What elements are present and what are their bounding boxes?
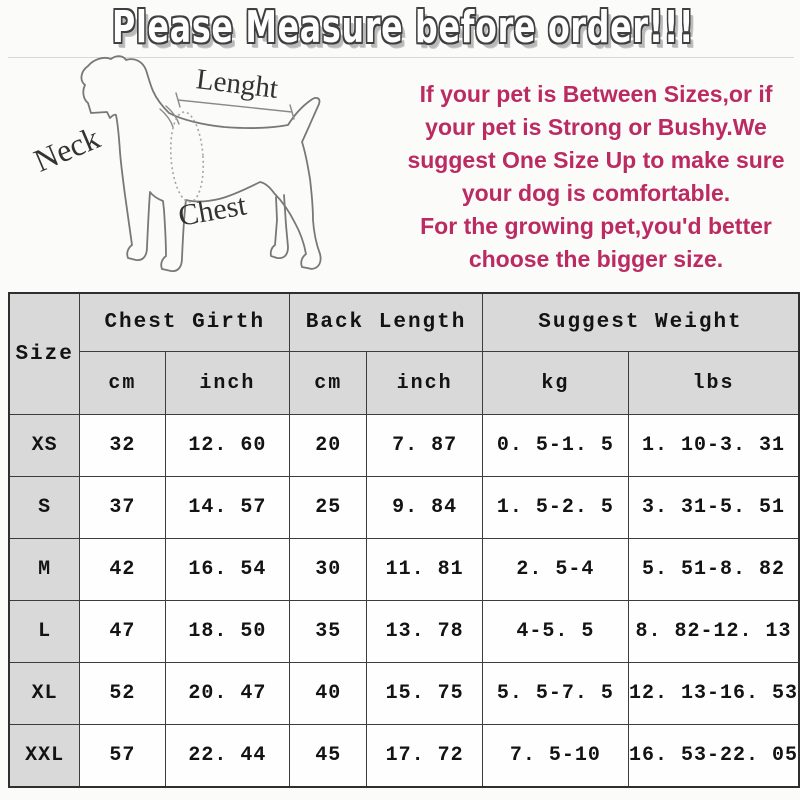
unit-header-weight-kg: kg: [481, 351, 629, 415]
value-cell: 4-5. 5: [481, 600, 629, 663]
dog-outline: [80, 55, 322, 272]
size-chart-table: Size Chest Girth Back Length Suggest Wei…: [8, 292, 800, 788]
table-row: XS 32 12. 60 20 7. 87 0. 5-1. 5 1. 10-3.…: [8, 414, 800, 477]
value-cell: 32: [79, 414, 166, 477]
dog-collar-inner: [165, 105, 180, 125]
unit-header-chest-inch: inch: [164, 351, 291, 415]
value-cell: 16. 53-22. 05: [627, 724, 800, 787]
dog-collar: [159, 108, 174, 128]
value-cell: 40: [289, 662, 368, 725]
value-cell: 5. 5-7. 5: [481, 662, 629, 725]
note-line: your pet is Strong or Bushy.We: [425, 114, 767, 140]
value-cell: 52: [79, 662, 166, 725]
value-cell: 16. 54: [164, 538, 291, 601]
page-title: Please Measure before order!!!: [112, 2, 695, 53]
value-cell: 30: [289, 538, 368, 601]
note-line: your dog is comfortable.: [461, 180, 731, 206]
value-cell: 3. 31-5. 51: [627, 476, 800, 539]
col-header-size: Size: [8, 292, 81, 415]
value-cell: 8. 82-12. 13: [627, 600, 800, 663]
unit-header-chest-cm: cm: [79, 351, 166, 415]
value-cell: 0. 5-1. 5: [481, 414, 629, 477]
value-cell: 12. 13-16. 53: [627, 662, 800, 725]
table-row: S 37 14. 57 25 9. 84 1. 5-2. 5 3. 31-5. …: [8, 476, 800, 539]
chest-label: Chest: [176, 188, 250, 232]
value-cell: 25: [289, 476, 368, 539]
value-cell: 15. 75: [366, 662, 483, 725]
table-row: XXL 57 22. 44 45 17. 72 7. 5-10 16. 53-2…: [8, 724, 800, 787]
size-cell: XXL: [8, 724, 81, 787]
size-cell: XL: [8, 662, 81, 725]
value-cell: 7. 87: [366, 414, 483, 477]
value-cell: 57: [79, 724, 166, 787]
dog-diagram-svg: Neck Lenght Chest: [29, 55, 322, 272]
neck-label: Neck: [29, 119, 105, 179]
title-divider-line: [8, 57, 794, 58]
value-cell: 11. 81: [366, 538, 483, 601]
note-line: If your pet is Between Sizes,or if: [419, 81, 773, 107]
value-cell: 1. 10-3. 31: [627, 414, 800, 477]
value-cell: 37: [79, 476, 166, 539]
note-line: For the growing pet,you'd better: [420, 213, 772, 239]
note-line: choose the bigger size.: [468, 246, 724, 272]
value-cell: 5. 51-8. 82: [627, 538, 800, 601]
table-row: L 47 18. 50 35 13. 78 4-5. 5 8. 82-12. 1…: [8, 600, 800, 663]
table-row: XL 52 20. 47 40 15. 75 5. 5-7. 5 12. 13-…: [8, 662, 800, 725]
value-cell: 22. 44: [164, 724, 291, 787]
value-cell: 45: [289, 724, 368, 787]
value-cell: 12. 60: [164, 414, 291, 477]
length-measure-tick-start: [175, 92, 181, 108]
value-cell: 18. 50: [164, 600, 291, 663]
chest-girth-ellipse: [169, 111, 205, 203]
length-measure-line: [177, 99, 293, 113]
value-cell: 20. 47: [164, 662, 291, 725]
col-header-back-length: Back Length: [289, 292, 483, 352]
value-cell: 2. 5-4: [481, 538, 629, 601]
value-cell: 9. 84: [366, 476, 483, 539]
dog-far-hind-leg: [269, 194, 289, 260]
unit-header-weight-lbs: lbs: [627, 351, 800, 415]
size-cell: S: [8, 476, 81, 539]
value-cell: 35: [289, 600, 368, 663]
length-label: Lenght: [194, 63, 279, 105]
value-cell: 7. 5-10: [481, 724, 629, 787]
table-row: M 42 16. 54 30 11. 81 2. 5-4 5. 51-8. 82: [8, 538, 800, 601]
size-cell: L: [8, 600, 81, 663]
sizing-advice-text: If your pet is Between Sizes,or if your …: [395, 78, 797, 276]
value-cell: 1. 5-2. 5: [481, 476, 629, 539]
size-cell: XS: [8, 414, 81, 477]
value-cell: 20: [289, 414, 368, 477]
unit-header-back-inch: inch: [366, 351, 483, 415]
unit-header-back-cm: cm: [289, 351, 368, 415]
col-header-suggest-weight: Suggest Weight: [481, 292, 800, 352]
value-cell: 13. 78: [366, 600, 483, 663]
value-cell: 47: [79, 600, 166, 663]
col-header-chest-girth: Chest Girth: [79, 292, 291, 352]
size-cell: M: [8, 538, 81, 601]
value-cell: 42: [79, 538, 166, 601]
note-line: suggest One Size Up to make sure: [407, 147, 785, 173]
value-cell: 17. 72: [366, 724, 483, 787]
length-measure-tick-end: [289, 104, 295, 120]
value-cell: 14. 57: [164, 476, 291, 539]
dog-measurement-diagram: Neck Lenght Chest: [22, 55, 357, 293]
